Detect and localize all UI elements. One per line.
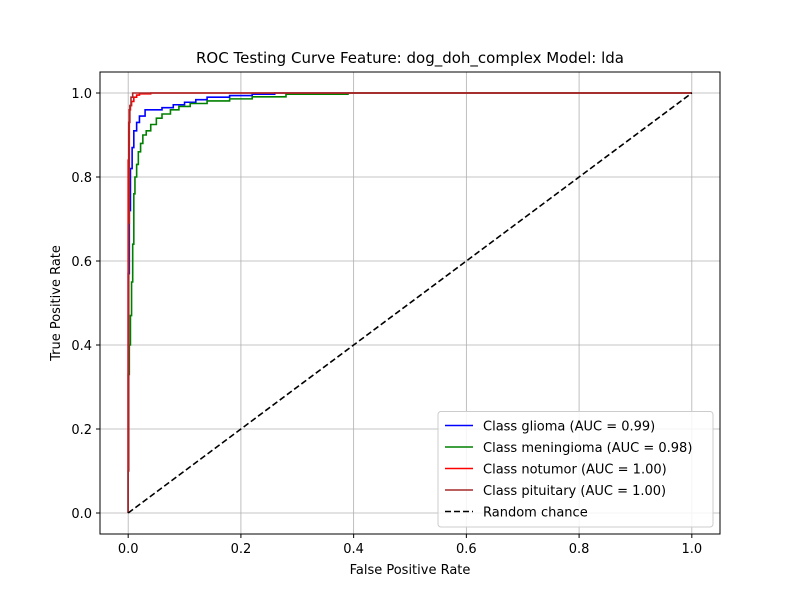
y-tick-label: 0.6 <box>71 255 92 270</box>
y-tick-label: 0.2 <box>71 423 92 438</box>
legend-box <box>437 411 714 528</box>
grid-layer <box>100 72 720 534</box>
tick-layer: 0.0 0.2 0.4 0.6 0.8 1.0 0.0 0.2 0.4 0.6 0.8 1.0 <box>71 87 702 557</box>
y-tick-label: 0.4 <box>71 339 92 354</box>
legend-label-class-pituitary: Class pituitary (AUC = 1.00) <box>483 484 666 499</box>
series-line-random-chance <box>127 92 693 514</box>
x-tick-label: 0.6 <box>456 542 477 557</box>
legend-label-random-chance: Random chance <box>483 506 588 521</box>
legend-label-class-notumor: Class notumor (AUC = 1.00) <box>483 463 667 478</box>
legend: Class glioma (AUC = 0.99) Class meningiom… <box>437 411 714 528</box>
y-tick-label: 0.8 <box>71 171 92 186</box>
legend-label-class-meningioma: Class meningioma (AUC = 0.98) <box>483 441 692 456</box>
series-line-class-pituitary <box>127 92 692 513</box>
plot-frame <box>99 71 721 535</box>
x-tick-label: 0.2 <box>231 542 252 557</box>
x-tick-label: 0.4 <box>343 542 364 557</box>
x-tick-label: 0.8 <box>569 542 590 557</box>
x-tick-label: 0.0 <box>118 542 139 557</box>
y-tick-label: 0.0 <box>71 507 92 522</box>
y-axis-label: True Positive Rate <box>49 245 64 362</box>
legend-label-class-glioma: Class glioma (AUC = 0.99) <box>483 420 655 435</box>
y-tick-label: 1.0 <box>71 87 92 102</box>
x-tick-label: 1.0 <box>681 542 702 557</box>
series-line-class-meningioma <box>127 92 692 513</box>
x-axis-label: False Positive Rate <box>350 563 471 578</box>
series-layer <box>127 92 693 514</box>
chart-title: ROC Testing Curve Feature: dog_doh_compl… <box>196 49 624 68</box>
series-line-class-glioma <box>127 92 692 513</box>
